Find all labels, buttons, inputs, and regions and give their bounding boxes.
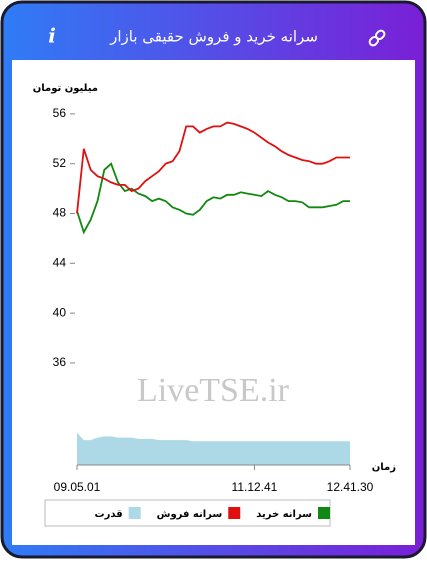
y-tick-label: 44 [53,255,67,269]
line [76,121,350,214]
y-tick-label: 56 [53,106,67,120]
legend-label: سرانه فروش [157,509,223,520]
legend [44,499,331,527]
x-axis-title: زمان [372,462,396,473]
chart-title: سرانه خرید و فروش حقیقی بازار [109,28,318,46]
y-tick-label: 52 [53,156,67,170]
card-body [12,60,415,545]
legend-label: قدرت [95,509,123,520]
y-tick-label: 36 [53,355,67,369]
x-tick-label: 09.05.01 [54,480,101,494]
link-icon[interactable] [368,29,386,47]
watermark: LiveTSE.ir [137,372,290,409]
x-tick-label: 11.12.41 [232,480,278,494]
info-icon[interactable]: i [48,24,56,48]
area [77,432,350,465]
y-axis-title: میلیون تومان [33,83,98,94]
y-tick-label: 48 [53,206,67,220]
line [76,162,350,235]
legend-swatch [228,507,241,519]
y-tick-label: 40 [53,305,67,319]
legend-label: سرانه خرید [256,509,312,520]
legend-swatch [318,507,330,519]
x-tick-label: 12.41.30 [327,480,374,494]
legend-swatch [128,507,141,519]
